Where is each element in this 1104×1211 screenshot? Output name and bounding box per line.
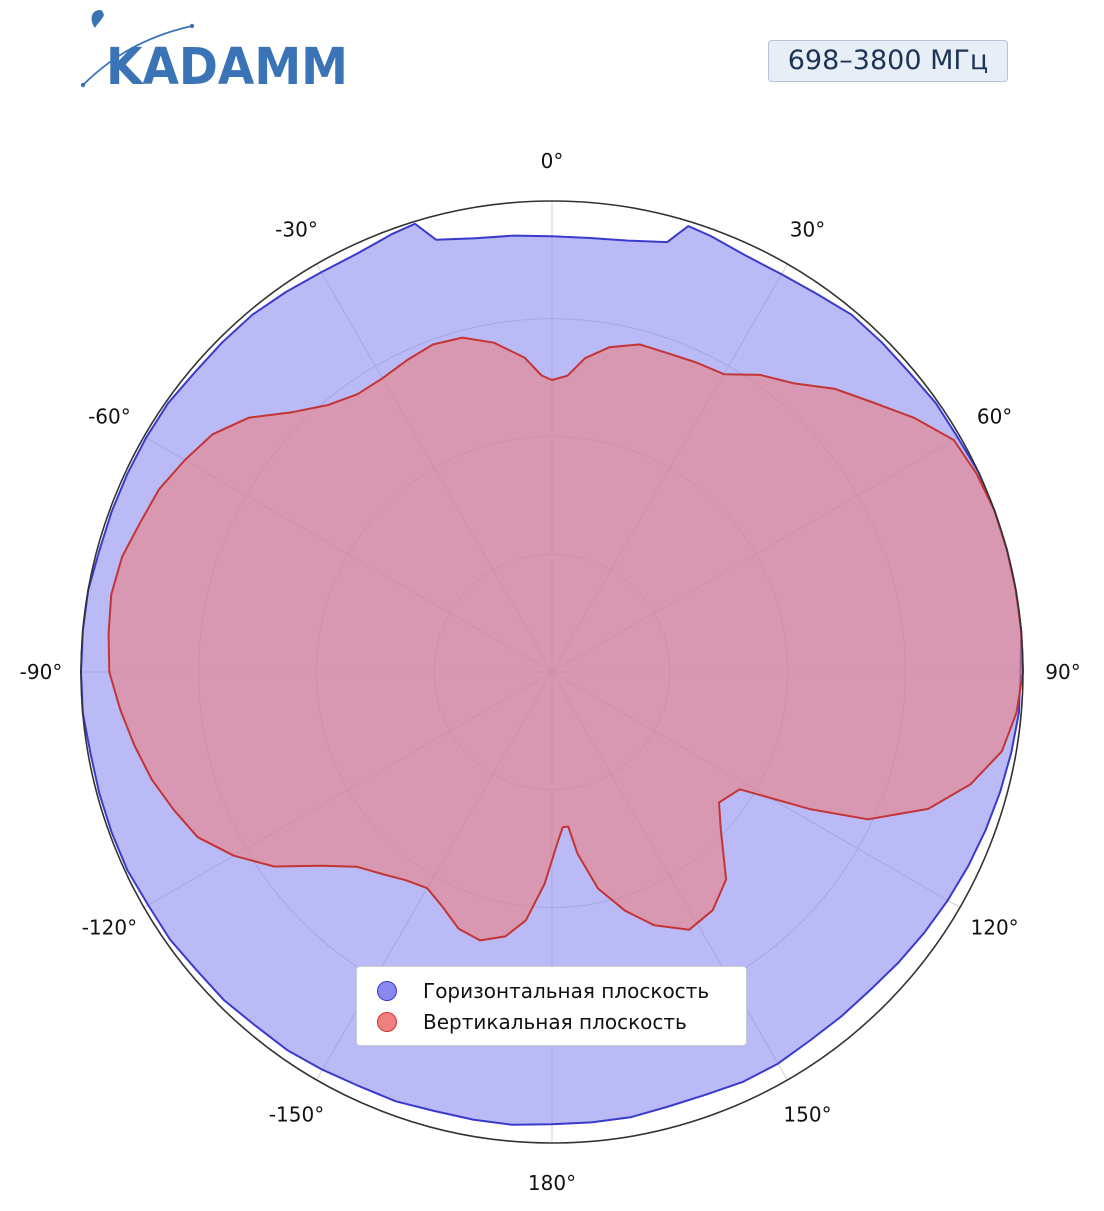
frequency-range-badge: 698–3800 МГц	[768, 40, 1008, 82]
angle-tick-label-1: 30°	[790, 217, 825, 241]
kadamm-logo: KADAMM	[80, 10, 348, 92]
chart-legend: Горизонтальная плоскость Вертикальная пл…	[356, 966, 747, 1046]
series-layer	[80, 222, 1024, 1126]
angle-tick-label-0: 0°	[541, 149, 564, 173]
legend-label-vertical: Вертикальная плоскость	[423, 1009, 687, 1034]
angle-tick-label-11: -30°	[275, 217, 318, 241]
angle-tick-label-9: -90°	[20, 660, 63, 684]
legend-label-horizontal: Горизонтальная плоскость	[423, 978, 710, 1003]
series-1-area	[107, 336, 1024, 942]
kadamm-logo-mark	[80, 10, 195, 88]
legend-item-horizontal: Горизонтальная плоскость	[377, 975, 746, 1006]
angle-tick-label-7: -150°	[269, 1103, 324, 1127]
angle-tick-label-3: 90°	[1045, 660, 1080, 684]
legend-item-vertical: Вертикальная плоскость	[377, 1006, 746, 1037]
angle-tick-labels: 0° 30° 60° 90° 120° 150° 180° -150° -120° -90° -60…	[20, 149, 1081, 1195]
angle-tick-label-6: 180°	[528, 1171, 576, 1195]
angle-tick-label-10: -60°	[88, 405, 131, 429]
angle-tick-label-8: -120°	[82, 916, 137, 940]
angle-tick-label-4: 120°	[971, 916, 1019, 940]
angle-tick-label-5: 150°	[783, 1103, 831, 1127]
kadamm-logo-wordmark: KADAMM	[106, 38, 348, 92]
angle-tick-label-2: 60°	[977, 405, 1012, 429]
legend-marker-horizontal	[377, 980, 397, 1001]
legend-marker-vertical	[377, 1011, 397, 1032]
outer-axis-ring	[80, 200, 1024, 1144]
